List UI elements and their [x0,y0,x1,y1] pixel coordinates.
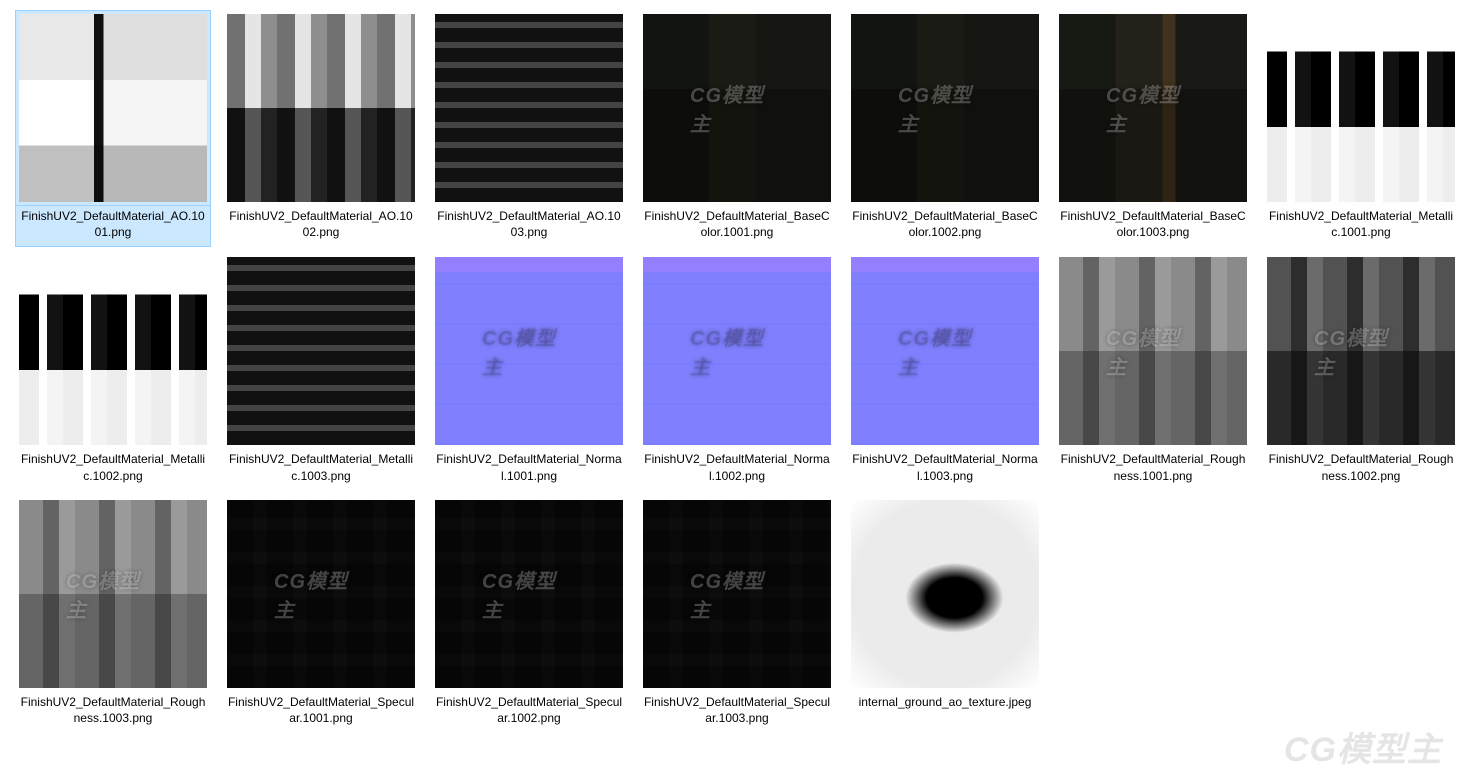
texture-preview [1267,14,1455,202]
thumbnail-wrap [1263,10,1459,206]
file-item[interactable]: FinishUV2_DefaultMaterial_AO.1003.png [428,10,630,247]
file-label: internal_ground_ao_texture.jpeg [847,692,1043,716]
texture-preview [1059,14,1247,202]
texture-preview [851,257,1039,445]
thumbnail: CG模型主 [643,14,831,202]
file-label: FinishUV2_DefaultMaterial_AO.1001.png [15,206,211,247]
file-item[interactable]: CG模型主FinishUV2_DefaultMaterial_Specular.… [220,496,422,732]
thumbnail-wrap [847,496,1043,692]
thumbnail: CG模型主 [1267,257,1455,445]
file-label: FinishUV2_DefaultMaterial_BaseColor.1002… [847,206,1043,246]
file-item[interactable]: CG模型主FinishUV2_DefaultMaterial_Normal.10… [844,253,1046,489]
file-item[interactable]: FinishUV2_DefaultMaterial_Metallic.1001.… [1260,10,1460,247]
file-item[interactable]: FinishUV2_DefaultMaterial_Metallic.1002.… [12,253,214,489]
thumbnail [227,257,415,445]
thumbnail: CG模型主 [851,257,1039,445]
texture-preview [1267,257,1455,445]
file-label: FinishUV2_DefaultMaterial_Metallic.1002.… [15,449,211,489]
texture-preview [19,14,207,202]
thumbnail [227,14,415,202]
thumbnail: CG模型主 [1059,14,1247,202]
file-label: FinishUV2_DefaultMaterial_Normal.1002.pn… [639,449,835,489]
thumbnail-wrap: CG模型主 [639,10,835,206]
file-label: FinishUV2_DefaultMaterial_Roughness.1002… [1263,449,1459,489]
file-label: FinishUV2_DefaultMaterial_Metallic.1003.… [223,449,419,489]
texture-preview [1059,257,1247,445]
file-label: FinishUV2_DefaultMaterial_Normal.1003.pn… [847,449,1043,489]
file-label: FinishUV2_DefaultMaterial_Metallic.1001.… [1263,206,1459,246]
thumbnail: CG模型主 [643,257,831,445]
thumbnail [435,14,623,202]
file-item[interactable]: FinishUV2_DefaultMaterial_AO.1002.png [220,10,422,247]
thumbnail-wrap [431,10,627,206]
file-grid: FinishUV2_DefaultMaterial_AO.1001.png Fin… [12,10,1448,732]
thumbnail: CG模型主 [1059,257,1247,445]
file-item[interactable]: CG模型主FinishUV2_DefaultMaterial_Roughness… [1052,253,1254,489]
thumbnail-wrap: CG模型主 [15,496,211,692]
texture-preview [19,500,207,688]
file-label: FinishUV2_DefaultMaterial_Normal.1001.pn… [431,449,627,489]
thumbnail [19,14,207,202]
thumbnail: CG模型主 [435,257,623,445]
file-label: FinishUV2_DefaultMaterial_BaseColor.1003… [1055,206,1251,246]
texture-preview [435,500,623,688]
texture-preview [435,14,623,202]
thumbnail: CG模型主 [851,14,1039,202]
file-item[interactable]: CG模型主FinishUV2_DefaultMaterial_BaseColor… [844,10,1046,247]
thumbnail-wrap [15,10,211,206]
file-item[interactable]: FinishUV2_DefaultMaterial_Metallic.1003.… [220,253,422,489]
thumbnail: CG模型主 [643,500,831,688]
file-label: FinishUV2_DefaultMaterial_Specular.1001.… [223,692,419,732]
thumbnail-wrap [223,253,419,449]
texture-preview [643,500,831,688]
thumbnail [1267,14,1455,202]
file-item[interactable]: CG模型主FinishUV2_DefaultMaterial_Roughness… [12,496,214,732]
file-item[interactable]: FinishUV2_DefaultMaterial_AO.1001.png [12,10,214,247]
thumbnail-wrap: CG模型主 [639,253,835,449]
file-label: FinishUV2_DefaultMaterial_AO.1003.png [431,206,627,246]
thumbnail-wrap: CG模型主 [847,253,1043,449]
file-item[interactable]: CG模型主FinishUV2_DefaultMaterial_Normal.10… [428,253,630,489]
texture-preview [435,257,623,445]
file-label: FinishUV2_DefaultMaterial_Specular.1003.… [639,692,835,732]
file-label: FinishUV2_DefaultMaterial_Specular.1002.… [431,692,627,732]
thumbnail-wrap: CG模型主 [1055,10,1251,206]
thumbnail: CG模型主 [227,500,415,688]
thumbnail [851,500,1039,688]
thumbnail-wrap: CG模型主 [1055,253,1251,449]
file-item[interactable]: CG模型主FinishUV2_DefaultMaterial_Normal.10… [636,253,838,489]
thumbnail-wrap: CG模型主 [223,496,419,692]
texture-preview [851,500,1039,688]
file-item[interactable]: CG模型主FinishUV2_DefaultMaterial_Specular.… [428,496,630,732]
file-label: FinishUV2_DefaultMaterial_Roughness.1003… [15,692,211,732]
thumbnail-wrap [15,253,211,449]
thumbnail-wrap [223,10,419,206]
thumbnail-wrap: CG模型主 [847,10,1043,206]
file-item[interactable]: CG模型主FinishUV2_DefaultMaterial_BaseColor… [1052,10,1254,247]
file-item[interactable]: CG模型主FinishUV2_DefaultMaterial_Specular.… [636,496,838,732]
file-item[interactable]: CG模型主FinishUV2_DefaultMaterial_BaseColor… [636,10,838,247]
texture-preview [643,14,831,202]
texture-preview [227,257,415,445]
texture-preview [19,257,207,445]
thumbnail: CG模型主 [19,500,207,688]
texture-preview [227,14,415,202]
thumbnail-wrap: CG模型主 [431,253,627,449]
file-label: FinishUV2_DefaultMaterial_BaseColor.1001… [639,206,835,246]
thumbnail-wrap: CG模型主 [1263,253,1459,449]
file-label: FinishUV2_DefaultMaterial_Roughness.1001… [1055,449,1251,489]
thumbnail-wrap: CG模型主 [431,496,627,692]
thumbnail-wrap: CG模型主 [639,496,835,692]
texture-preview [643,257,831,445]
texture-preview [227,500,415,688]
file-label: FinishUV2_DefaultMaterial_AO.1002.png [223,206,419,246]
texture-preview [851,14,1039,202]
thumbnail [19,257,207,445]
thumbnail: CG模型主 [435,500,623,688]
file-item[interactable]: CG模型主FinishUV2_DefaultMaterial_Roughness… [1260,253,1460,489]
file-item[interactable]: internal_ground_ao_texture.jpeg [844,496,1046,732]
